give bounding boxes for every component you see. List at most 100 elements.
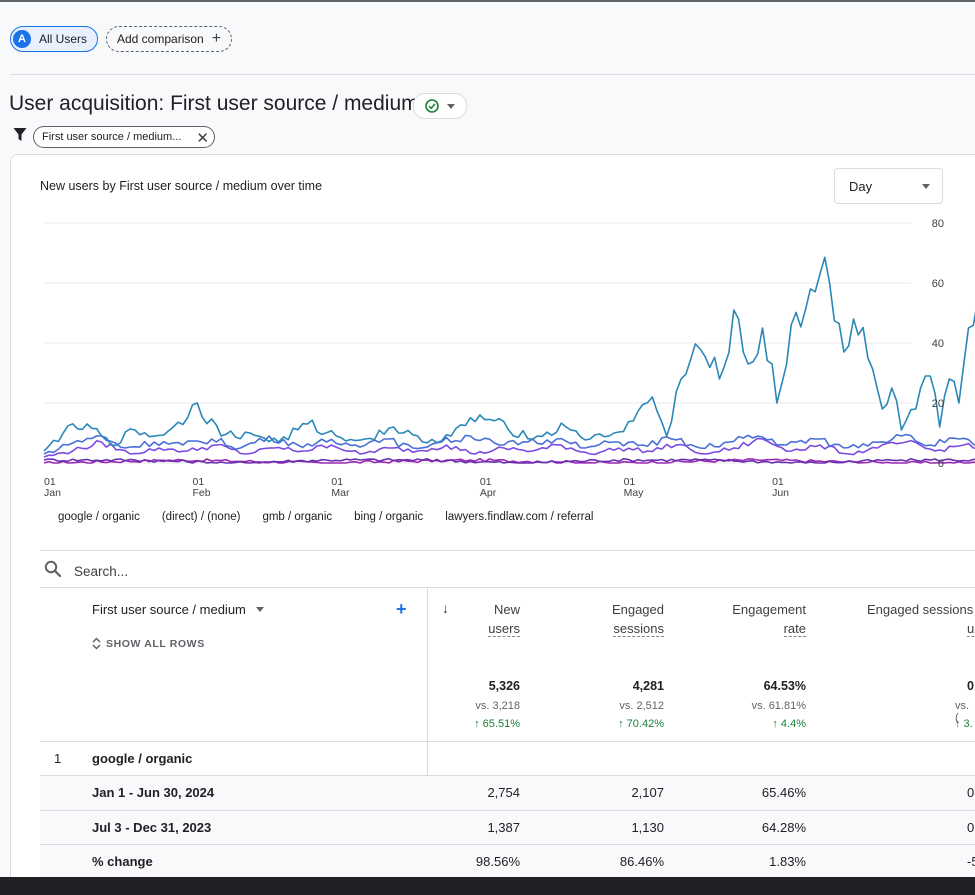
total-compare: vs. 3,218 [475,700,520,712]
metric-header-line: Engagement [732,602,806,617]
x-tick-month: Jun [772,487,789,499]
close-icon[interactable]: ✕ [196,130,209,147]
row-value: 2,754 [487,785,520,800]
total-compare: vs. 61.81% [751,700,806,712]
table-row: % change 98.56% 86.46% 1.83% -5.7 [40,844,975,879]
total-compare: vs. 2,512 [619,700,664,712]
metric-header-engaged-sessions[interactable]: Engaged sessions [612,600,664,638]
metric-header-new-users[interactable]: New users [488,600,520,638]
all-users-label: All Users [39,32,88,46]
check-circle-icon [425,99,439,113]
legend-item[interactable]: lawyers.findlaw.com / referral [445,511,594,523]
show-all-rows-button[interactable]: SHOW ALL ROWS [92,637,205,650]
sort-desc-icon[interactable]: ↓ [442,600,449,616]
row-label: % change [92,854,153,869]
total-change: ↑ 70.42% [618,718,664,730]
report-status-dropdown[interactable] [413,93,467,119]
filter-chip[interactable]: First user source / medium... ✕ [33,126,215,148]
y-tick-label: 60 [932,278,944,290]
y-tick-label: 80 [932,218,944,230]
filter-chip-label: First user source / medium... [42,131,182,143]
row-label: Jan 1 - Jun 30, 2024 [92,785,215,800]
x-tick-month: Jan [44,487,61,499]
x-tick-day: 01 [772,476,784,488]
chart-table-divider [40,550,975,551]
series-line [43,433,975,455]
metric-header-line: rate [783,621,806,637]
total-compare: vs. ( [955,700,970,724]
metric-header-line: Engaged sessions [867,602,974,617]
filter-icon[interactable] [13,127,27,142]
add-comparison-label: Add comparison [117,32,204,46]
total-change: ↑ 65.51% [474,718,520,730]
x-tick-day: 01 [624,476,636,488]
total-change: ↑ 3. [955,718,973,730]
series-line [43,457,975,464]
caret-down-icon [447,103,455,109]
x-tick-month: May [624,487,645,499]
total-value: 4,281 [632,679,664,693]
row-value: 64.28% [761,820,806,835]
search-icon [44,560,62,578]
metric-header-engagement-rate[interactable]: Engagement rate [732,600,806,638]
header-divider [10,74,975,75]
report-card [10,154,975,879]
column-divider [427,588,428,879]
row-label[interactable]: google / organic [92,751,193,766]
metric-header-line: New [493,602,520,617]
y-tick-label: 40 [932,338,944,350]
chart-legend: google / organic (direct) / (none) gmb /… [58,511,593,523]
total-change: ↑ 4.4% [772,718,806,730]
show-all-rows-label: SHOW ALL ROWS [106,637,205,650]
add-comparison-button[interactable]: Add comparison + [106,26,233,52]
legend-item[interactable]: gmb / organic [262,511,333,523]
x-tick-day: 01 [192,476,204,488]
taskbar [0,877,975,895]
segment-avatar: A [13,30,31,48]
table-row: 1 google / organic [40,741,975,776]
dimension-header[interactable]: First user source / medium [92,602,264,617]
total-value: 64.53% [763,679,806,693]
total-value: 5,326 [488,679,520,693]
plus-icon: + [211,30,222,47]
row-value: 0 [967,785,975,800]
granularity-value: Day [849,178,873,194]
row-value: 1,387 [487,820,520,835]
row-label: Jul 3 - Dec 31, 2023 [92,820,212,835]
expand-icon [92,637,101,650]
row-value: 65.46% [761,785,806,800]
row-value: 1,130 [631,820,664,835]
legend-item[interactable]: bing / organic [354,511,424,523]
legend-item[interactable]: (direct) / (none) [161,511,241,523]
x-tick-month: Apr [480,487,497,499]
metric-header-line: Engaged [611,602,664,617]
search-input[interactable] [72,560,476,582]
row-value: -5.7 [967,854,975,869]
y-tick-label: 0 [938,458,944,470]
metric-header-line: sessions [613,621,664,637]
series-line [43,437,975,458]
table-top-border [40,587,975,588]
table-row: Jul 3 - Dec 31, 2023 1,387 1,130 64.28% … [40,810,975,845]
caret-down-icon [255,607,264,612]
x-tick-month: Mar [331,487,350,499]
granularity-select[interactable]: Day [834,168,943,204]
metric-header-line: u [967,621,975,637]
row-number: 1 [54,751,62,766]
x-tick-month: Feb [192,487,210,499]
y-tick-label: 20 [932,398,944,410]
add-dimension-button[interactable]: + [396,599,407,619]
x-tick-day: 01 [331,476,343,488]
dimension-header-label: First user source / medium [92,602,246,617]
total-value: 0 [967,679,974,693]
row-value: 1.83% [769,854,806,869]
chart-title: New users by First user source / medium … [40,179,323,193]
legend-item[interactable]: google / organic [58,511,140,523]
all-users-chip[interactable]: A All Users [10,26,99,52]
metric-header-engaged-sessions-per-user[interactable]: Engaged sessions u [867,600,975,638]
row-value: 86.46% [619,854,664,869]
page-title: User acquisition: First user source / me… [9,92,419,115]
x-tick-day: 01 [44,476,56,488]
